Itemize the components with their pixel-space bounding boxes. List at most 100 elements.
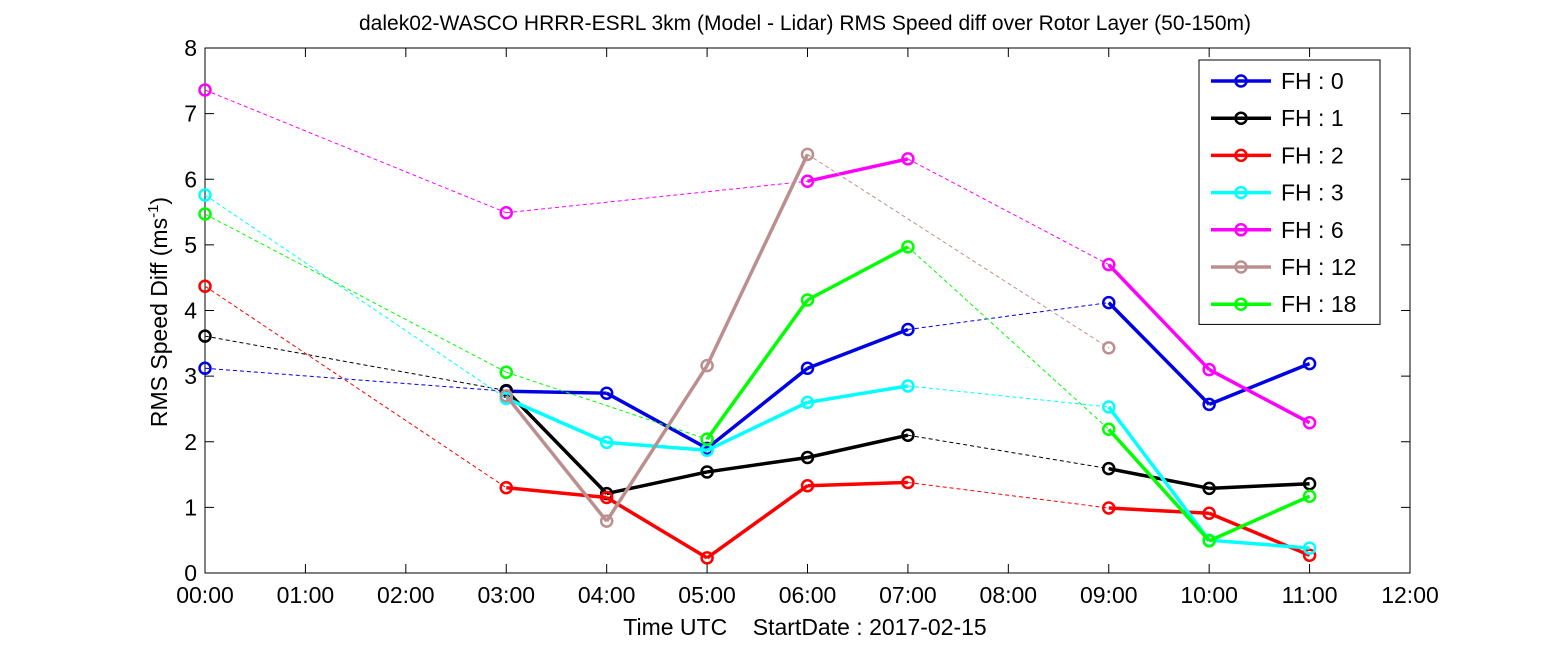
series-segment [1107, 301, 1211, 406]
data-point [198, 188, 212, 202]
data-point [700, 551, 714, 565]
axes: 00:00 01:00 02:00 03:00 04:00 05:00 06:00 07:00… [176, 35, 1439, 608]
data-point [198, 329, 212, 343]
data-point [700, 465, 714, 479]
x-tick-label: 02:00 [377, 582, 435, 608]
data-point [901, 322, 915, 337]
legend-swatch-marker [1234, 297, 1248, 311]
series-segment [1108, 506, 1210, 516]
data-point [700, 358, 714, 373]
data-point [1202, 534, 1216, 548]
x-tick-label: 07:00 [879, 582, 937, 608]
y-axis-title-close: ) [146, 197, 172, 205]
data-point [800, 174, 815, 188]
data-point [1102, 461, 1116, 476]
legend-label: FH : 2 [1281, 142, 1344, 168]
series-segment [204, 194, 507, 399]
data-point [1202, 481, 1216, 496]
data-point [499, 389, 513, 403]
x-tick-label: 03:00 [477, 582, 535, 608]
x-axis-title: Time UTC StartDate : 2017-02-15 [623, 614, 986, 640]
series-0 [198, 295, 1317, 456]
data-point [1102, 422, 1116, 437]
y-tick-label: 3 [184, 363, 197, 389]
series-segment [807, 157, 909, 183]
series-segment [1208, 368, 1311, 425]
series-segment [907, 246, 1110, 430]
y-axis-title-main: RMS Speed Diff (ms [146, 218, 172, 427]
legend-swatch-marker [1234, 111, 1248, 125]
x-tick-label: 04:00 [578, 582, 636, 608]
y-tick-label: 8 [184, 35, 197, 61]
data-point [901, 475, 915, 490]
data-point [901, 428, 915, 442]
series-segment [706, 400, 809, 452]
series-segment [506, 485, 607, 500]
legend-swatch-marker [1234, 260, 1248, 274]
data-point [1102, 400, 1116, 414]
legend-label: FH : 3 [1281, 180, 1344, 206]
series-4 [198, 83, 1317, 430]
data-point [599, 490, 614, 505]
data-point [499, 205, 513, 220]
data-point [1102, 341, 1116, 355]
y-tick-label: 7 [184, 101, 197, 127]
y-tick-label: 1 [184, 494, 197, 520]
data-point [800, 478, 815, 493]
legend-label: FH : 12 [1281, 254, 1356, 280]
series-segment [1208, 494, 1311, 543]
x-tick-label: 06:00 [779, 582, 837, 608]
series-segment [605, 364, 709, 523]
series-segment [506, 389, 607, 395]
series-segment [807, 480, 908, 488]
series-segment [204, 335, 507, 392]
series-segment [606, 470, 708, 496]
y-tick-label: 6 [184, 166, 197, 192]
data-point [1102, 257, 1116, 272]
x-tick-label: 01:00 [277, 582, 335, 608]
series-segment [907, 434, 1109, 470]
series-layer [198, 83, 1317, 565]
series-6 [198, 207, 1317, 548]
data-point [1302, 541, 1317, 555]
series-segment [506, 371, 708, 440]
data-point [499, 480, 513, 495]
series-segment [705, 366, 809, 450]
x-tick-label: 00:00 [176, 582, 234, 608]
data-point [901, 152, 915, 166]
y-axis-title-sup: -1 [145, 205, 162, 218]
data-point [901, 240, 915, 254]
x-tick-label: 12:00 [1381, 582, 1439, 608]
legend-swatch-marker [1234, 185, 1248, 200]
series-segment [706, 455, 808, 474]
data-point [1302, 415, 1317, 430]
data-point [1302, 356, 1317, 371]
data-point [198, 207, 212, 221]
series-segment [504, 389, 608, 495]
data-point [1102, 501, 1116, 515]
series-segment [807, 153, 1110, 349]
data-point [1302, 489, 1317, 503]
legend-swatch-marker [1234, 148, 1248, 163]
legend: FH : 0 FH : 1 FH : 2 FH : 3 FH : 6 FH : 12 FH … [1198, 59, 1381, 325]
data-point [800, 293, 815, 307]
legend-swatch-marker [1234, 223, 1248, 237]
series-segment [807, 384, 909, 405]
series-segment [204, 213, 507, 373]
data-point [1202, 362, 1216, 377]
data-point [499, 365, 513, 379]
data-point [1202, 397, 1216, 412]
legend-label: FH : 18 [1281, 291, 1356, 317]
y-axis-title: RMS Speed Diff (ms-1) [145, 197, 172, 427]
series-segment [204, 89, 507, 214]
series-segment [1107, 263, 1211, 371]
data-point [1102, 295, 1116, 310]
y-tick-label: 2 [184, 429, 197, 455]
series-segment [204, 367, 507, 392]
series-5 [499, 147, 1116, 528]
series-segment [505, 396, 608, 445]
series-segment [605, 496, 708, 560]
data-point [901, 379, 915, 393]
